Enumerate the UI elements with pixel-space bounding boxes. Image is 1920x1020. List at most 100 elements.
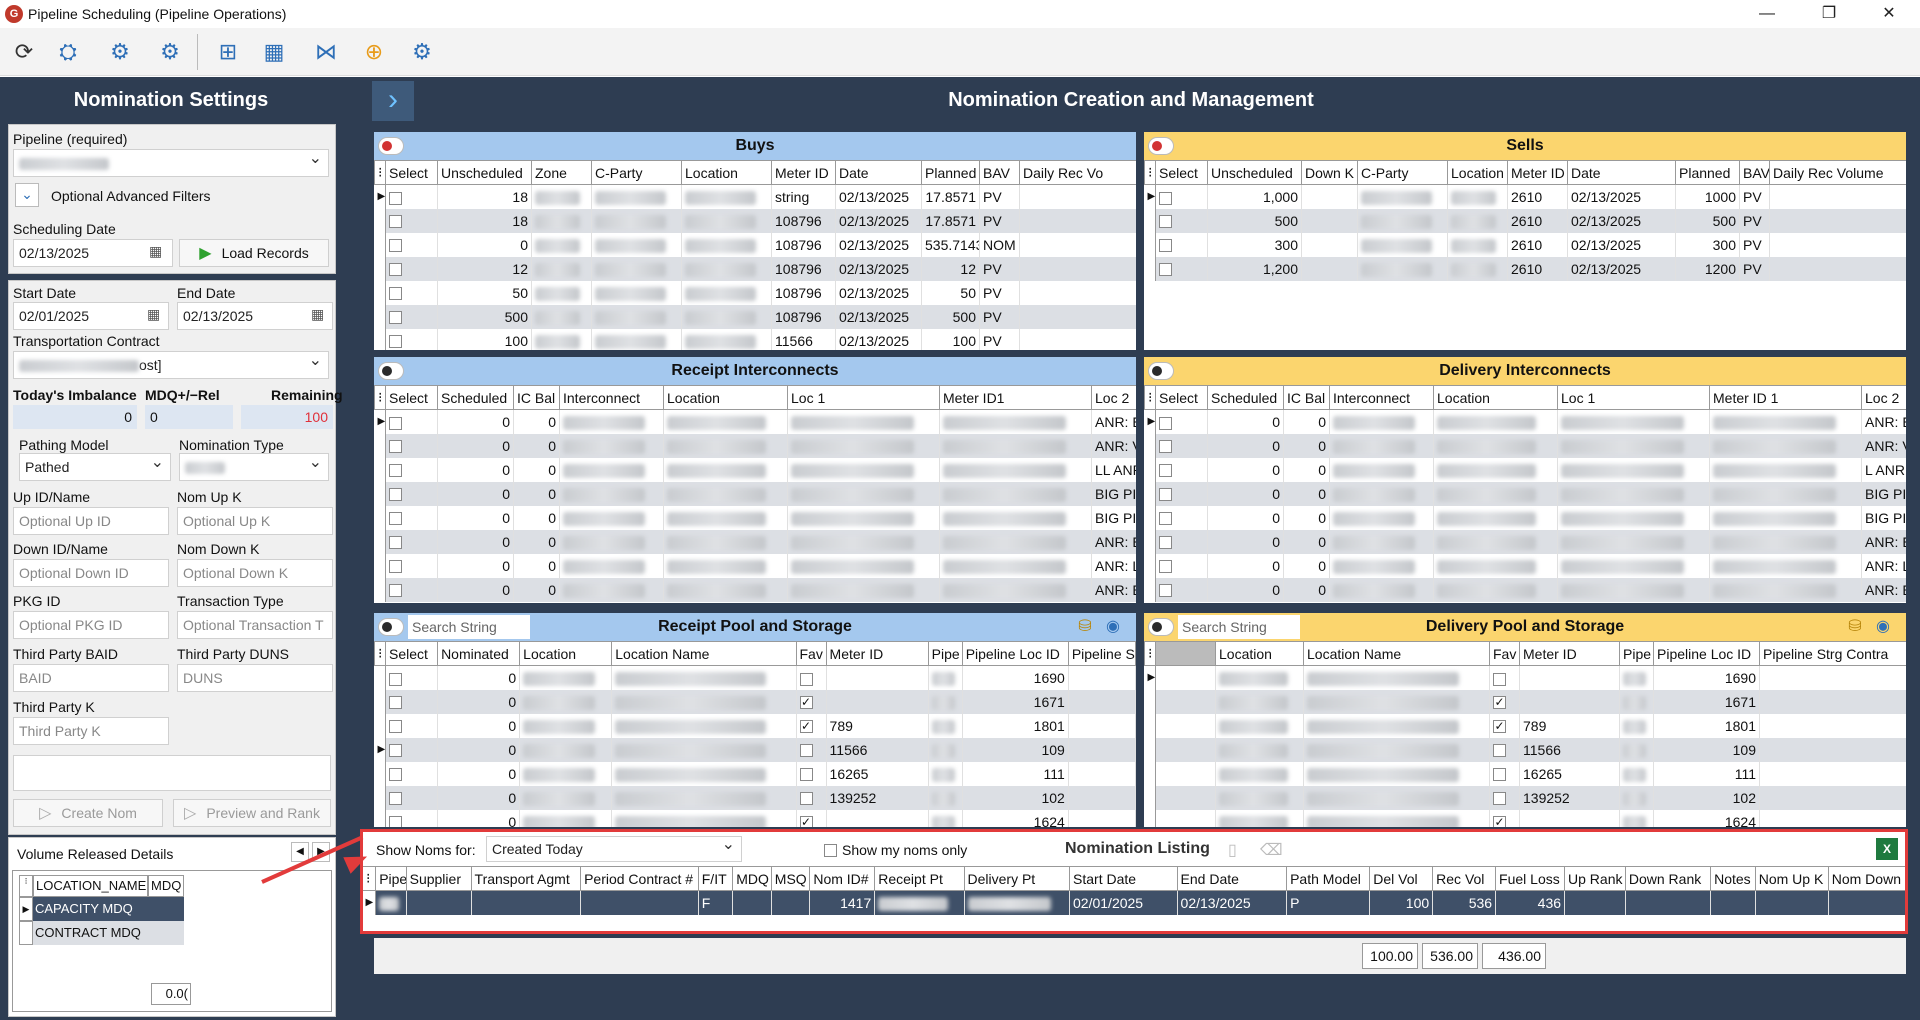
select-checkbox[interactable]	[1159, 263, 1172, 277]
column-header[interactable]: Start Date	[1069, 866, 1178, 891]
column-header[interactable]: C-Party	[591, 160, 682, 185]
table-row[interactable]: 18 108796 02/13/2025 17.8571 PV	[374, 208, 1136, 233]
select-cell[interactable]	[385, 577, 438, 602]
table-row[interactable]: ✓ 1624	[1144, 809, 1906, 827]
select-checkbox[interactable]	[389, 191, 402, 205]
column-header[interactable]: MDQ	[148, 875, 184, 897]
calendar-icon[interactable]: ▦	[147, 306, 161, 322]
select-checkbox[interactable]	[1159, 440, 1172, 454]
document-icon[interactable]: ▯	[1228, 842, 1237, 859]
table-row[interactable]: ▶ 00 ANR: E	[1144, 409, 1906, 434]
fav-cell[interactable]: ✓	[796, 809, 827, 827]
column-header[interactable]: Location Name	[1303, 641, 1490, 666]
pipe-export-icon[interactable]: ⚙	[412, 39, 432, 64]
column-header[interactable]: C-Party	[1357, 160, 1448, 185]
column-header[interactable]: Select	[384, 641, 439, 666]
column-header[interactable]: BAV	[1739, 160, 1770, 185]
column-header[interactable]: Scheduled	[1207, 385, 1284, 410]
toggle-switch[interactable]	[378, 618, 404, 636]
favorite-checkbox[interactable]	[1493, 792, 1506, 806]
select-cell[interactable]	[385, 553, 438, 578]
select-cell[interactable]	[385, 184, 438, 209]
select-checkbox[interactable]	[389, 672, 402, 686]
my-noms-label[interactable]: Show my noms only	[842, 842, 968, 858]
table-row[interactable]: 00 LL ANR: V	[374, 457, 1136, 482]
load-records-button[interactable]: ▶ Load Records	[179, 239, 329, 267]
column-header[interactable]: Unscheduled	[1207, 160, 1302, 185]
select-checkbox[interactable]	[389, 584, 402, 598]
grid-menu-icon[interactable]: ⁝	[1144, 160, 1156, 185]
column-header[interactable]: Delivery Pt	[963, 866, 1071, 891]
favorite-checkbox[interactable]	[1493, 672, 1506, 686]
fav-cell[interactable]: ✓	[796, 713, 827, 738]
p2l-icon[interactable]: ⛭	[59, 39, 77, 64]
column-header[interactable]: BAV	[979, 160, 1020, 185]
grid-menu-icon[interactable]: ⁝	[1144, 641, 1156, 666]
select-cell[interactable]	[385, 232, 438, 257]
column-header[interactable]: Pipe	[1619, 641, 1654, 666]
select-checkbox[interactable]	[389, 287, 402, 301]
pipe-calendar-icon[interactable]: ▦	[263, 39, 285, 64]
table-row[interactable]: 0 ✓ 1671	[374, 689, 1136, 714]
select-cell[interactable]	[1155, 256, 1208, 281]
baid-field[interactable]: BAID	[13, 664, 169, 692]
column-header[interactable]: Notes	[1710, 866, 1756, 891]
column-header[interactable]: Meter ID 1	[1709, 385, 1862, 410]
table-row[interactable]: ▶ 0 11566 109	[374, 737, 1136, 762]
table-row[interactable]: 50 108796 02/13/2025 50 PV	[374, 280, 1136, 305]
select-cell[interactable]	[385, 304, 438, 329]
favorite-checkbox[interactable]: ✓	[1493, 719, 1506, 734]
select-cell[interactable]	[1155, 232, 1208, 257]
column-header[interactable]: Meter ID	[1519, 641, 1620, 666]
pipe-tool-icon[interactable]: ⚙	[110, 39, 130, 64]
favorite-checkbox[interactable]: ✓	[1493, 816, 1506, 827]
fav-cell[interactable]	[796, 785, 827, 810]
select-cell[interactable]	[1155, 457, 1208, 482]
select-checkbox[interactable]	[389, 792, 402, 806]
column-header[interactable]: IC Bal	[513, 385, 560, 410]
grid-menu-icon[interactable]: ⁝	[19, 875, 33, 897]
table-row[interactable]: 0 139252 102	[374, 785, 1136, 810]
select-cell[interactable]	[385, 505, 438, 530]
column-header[interactable]: Date	[835, 160, 922, 185]
select-cell[interactable]	[1155, 409, 1208, 434]
column-header[interactable]: Scheduled	[437, 385, 514, 410]
select-checkbox[interactable]	[1159, 512, 1172, 526]
column-header[interactable]: Interconnect	[1329, 385, 1434, 410]
list-item[interactable]: CAPACITY MDQ	[33, 897, 184, 921]
globe-icon[interactable]: ◉	[1106, 618, 1120, 635]
database-icon[interactable]: ⛁	[1078, 618, 1092, 635]
select-checkbox[interactable]	[1159, 488, 1172, 502]
duns-field[interactable]: DUNS	[177, 664, 333, 692]
column-header[interactable]: LOCATION_NAME	[33, 875, 148, 897]
up-id-field[interactable]: Optional Up ID	[13, 507, 169, 535]
column-header[interactable]: MSQ	[770, 866, 811, 891]
column-header[interactable]: IC Bal	[1283, 385, 1330, 410]
column-header[interactable]: Pipe	[927, 641, 963, 666]
select-cell[interactable]	[1155, 577, 1208, 602]
column-header[interactable]: Down K	[1301, 160, 1358, 185]
select-cell[interactable]	[385, 481, 438, 506]
column-header[interactable]: Interconnect	[559, 385, 664, 410]
column-header[interactable]: Select	[1155, 160, 1208, 185]
favorite-checkbox[interactable]	[1493, 768, 1506, 782]
column-header[interactable]: Date	[1567, 160, 1676, 185]
column-header[interactable]	[1155, 641, 1216, 666]
column-header[interactable]: Period Contract #	[580, 866, 699, 891]
select-checkbox[interactable]	[389, 464, 402, 478]
table-row[interactable]: 1,200 2610 02/13/2025 1200 PV	[1144, 256, 1906, 281]
refresh-icon[interactable]: ⟳	[14, 39, 34, 64]
select-checkbox[interactable]	[1159, 584, 1172, 598]
excel-icon[interactable]: X	[1876, 838, 1898, 860]
column-header[interactable]: Up Rank	[1564, 866, 1626, 891]
search-input[interactable]: Search String	[408, 615, 530, 639]
table-row[interactable]: 0 0 BIG PI	[1144, 505, 1906, 530]
select-cell[interactable]	[1155, 433, 1208, 458]
select-checkbox[interactable]	[389, 560, 402, 574]
column-header[interactable]: Transport Agmt	[470, 866, 582, 891]
column-header[interactable]: Loc 1	[1557, 385, 1710, 410]
table-row[interactable]: 500 2610 02/13/2025 500 PV	[1144, 208, 1906, 233]
column-header[interactable]: Rec Vol	[1432, 866, 1497, 891]
select-cell[interactable]	[385, 328, 438, 350]
column-header[interactable]: Select	[1155, 385, 1208, 410]
